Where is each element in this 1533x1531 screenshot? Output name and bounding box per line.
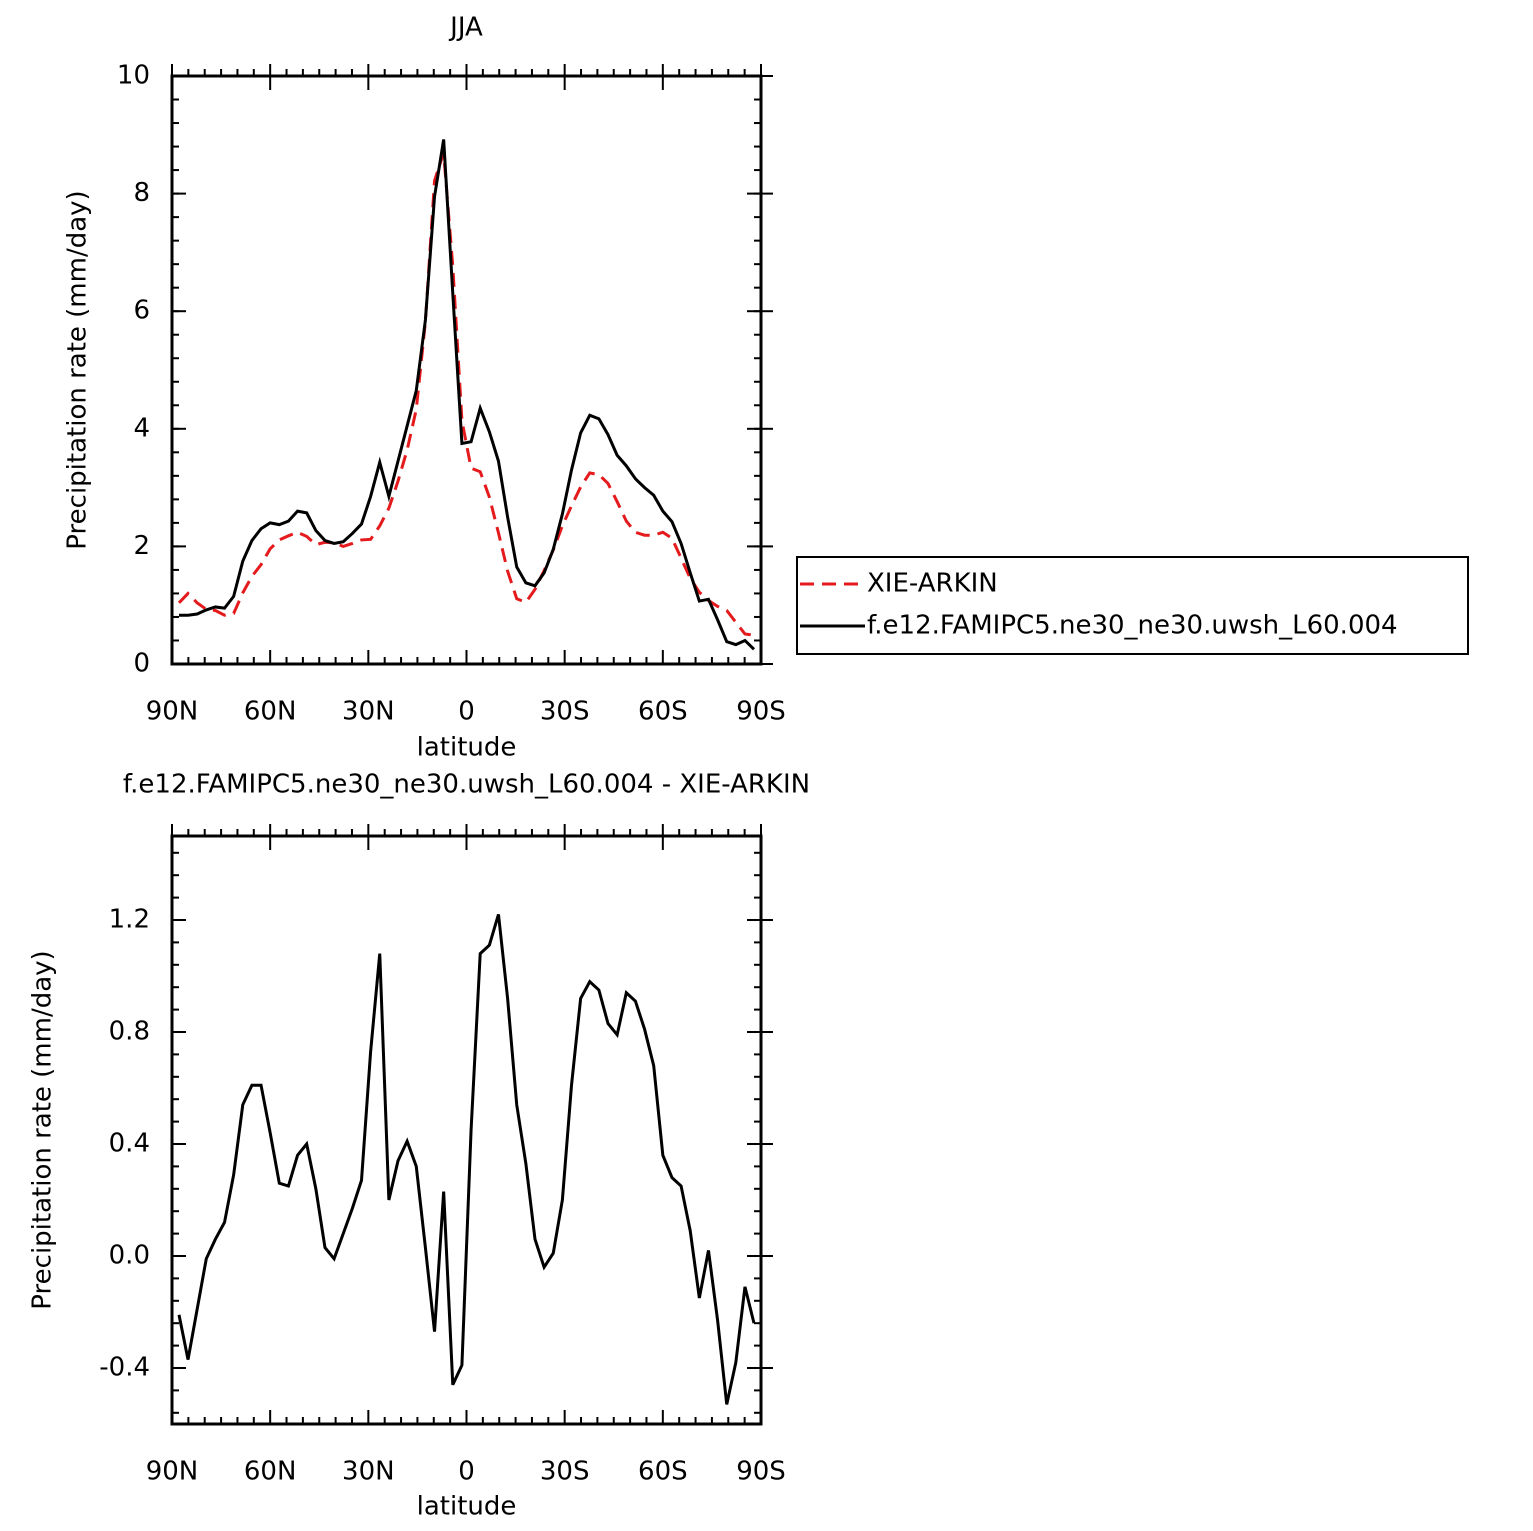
x-tick-label: 60S (638, 697, 688, 727)
plot-frame (170, 74, 763, 666)
x-tick-label: 60N (244, 1457, 297, 1487)
data-line (177, 152, 755, 637)
x-tick-label: 30S (540, 697, 590, 727)
y-tick-label: -0.4 (99, 1353, 150, 1383)
legend-box (796, 556, 1469, 655)
x-axis-label: latitude (417, 1492, 517, 1522)
x-tick-label: 90N (146, 697, 199, 727)
data-line (177, 913, 756, 1405)
x-tick-label: 90S (736, 1457, 786, 1487)
chart-title: f.e12.FAMIPC5.ne30_ne30.uwsh_L60.004 - X… (123, 770, 810, 800)
y-tick-label: 0.0 (109, 1241, 150, 1271)
x-tick-label: 30N (342, 697, 395, 727)
y-tick-label: 4 (133, 413, 150, 443)
y-tick-label: 8 (133, 178, 150, 208)
x-tick-label: 90S (736, 697, 786, 727)
plot-frame (170, 834, 763, 1426)
y-tick-label: 6 (133, 296, 150, 326)
legend-label: f.e12.FAMIPC5.ne30_ne30.uwsh_L60.004 (867, 611, 1398, 641)
y-tick-label: 0.8 (109, 1017, 150, 1047)
x-tick-label: 90N (146, 1457, 199, 1487)
legend-label: XIE-ARKIN (867, 569, 998, 599)
y-tick-label: 0 (133, 649, 150, 679)
y-axis-label: Precipitation rate (mm/day) (63, 190, 93, 549)
x-tick-label: 60N (244, 697, 297, 727)
x-tick-label: 30N (342, 1457, 395, 1487)
y-tick-label: 2 (133, 531, 150, 561)
y-tick-label: 0.4 (109, 1129, 150, 1159)
data-line (179, 139, 756, 651)
y-axis-label: Precipitation rate (mm/day) (28, 950, 58, 1309)
chart-title: JJA (448, 13, 483, 43)
x-tick-label: 30S (540, 1457, 590, 1487)
x-tick-label: 0 (458, 697, 475, 727)
x-tick-label: 0 (458, 1457, 475, 1487)
x-axis-label: latitude (417, 733, 517, 763)
x-tick-label: 60S (638, 1457, 688, 1487)
y-tick-label: 1.2 (109, 905, 150, 935)
y-tick-label: 10 (117, 61, 150, 91)
